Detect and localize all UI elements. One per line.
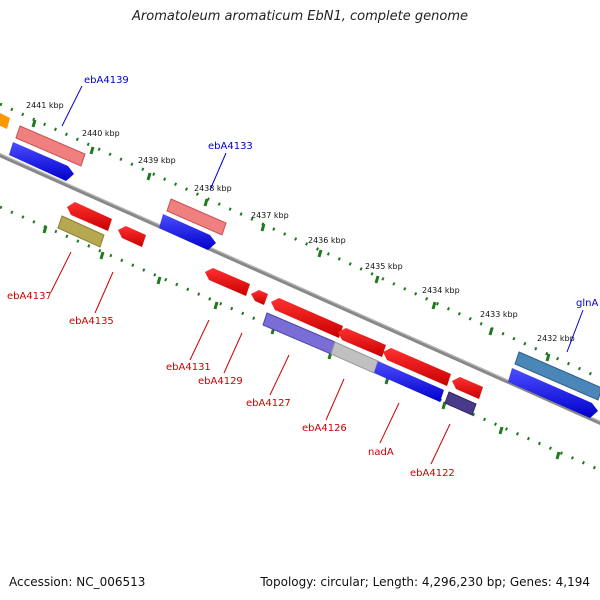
kbp-label: 2436 kbp: [308, 236, 346, 245]
gene-arrow: [166, 198, 227, 236]
cds-arrow: [374, 361, 444, 402]
cds-arrow: [118, 226, 146, 247]
gene-arrow: [514, 351, 600, 401]
inner-tick-row: [0, 205, 600, 472]
reverse-features: [57, 202, 483, 416]
gene-label-reverse: ebA4131: [166, 362, 211, 373]
kbp-label: 2440 kbp: [82, 129, 120, 138]
kbp-label: 2432 kbp: [537, 334, 575, 343]
genome-summary: Topology: circular; Length: 4,296,230 bp…: [260, 575, 590, 589]
gene-label-reverse: ebA4135: [69, 316, 114, 327]
forward-features: [0, 113, 600, 418]
kbp-label: 2437 kbp: [251, 211, 289, 220]
gene-arrow: [15, 125, 86, 167]
gene-label-reverse: ebA4129: [198, 376, 243, 387]
cds-arrow: [383, 348, 451, 386]
major-ticks: [31, 119, 551, 362]
cds-arrow: [251, 290, 268, 305]
genome-backbone: [0, 153, 600, 425]
cds-arrow: [67, 202, 112, 231]
kbp-label: 2435 kbp: [365, 262, 403, 271]
reverse-leaders: [50, 251, 451, 465]
cds-arrow: [338, 328, 386, 357]
gene-label-forward: ebA4133: [208, 141, 253, 152]
gene-box: [57, 215, 105, 248]
gene-box: [444, 391, 477, 416]
gene-label-reverse: ebA4137: [7, 291, 52, 302]
kbp-label: 2434 kbp: [422, 286, 460, 295]
gene-label-forward: ebA4139: [84, 75, 129, 86]
accession-text: Accession: NC_006513: [9, 575, 146, 589]
cds-arrow: [508, 368, 598, 418]
gene-arrow: [0, 113, 10, 129]
gene-label-reverse: ebA4122: [410, 468, 455, 479]
gene-label-reverse: nadA: [368, 447, 394, 458]
kbp-label: 2433 kbp: [480, 310, 518, 319]
cds-arrow: [9, 142, 74, 181]
kbp-label: 2441 kbp: [26, 101, 64, 110]
gene-label-reverse: ebA4126: [302, 423, 347, 434]
forward-leaders: [61, 85, 584, 353]
kbp-label: 2439 kbp: [138, 156, 176, 165]
outer-tick-row: [0, 102, 600, 380]
cds-arrow: [205, 268, 250, 296]
cds-arrow: [271, 298, 343, 338]
cds-arrow: [452, 377, 483, 399]
gene-label-reverse: ebA4127: [246, 398, 291, 409]
page-title: Aromatoleum aromaticum EbN1, complete ge…: [132, 9, 468, 24]
cds-arrow: [159, 214, 216, 250]
kbp-label: 2438 kbp: [194, 184, 232, 193]
gene-label-forward: glnA: [576, 298, 598, 309]
